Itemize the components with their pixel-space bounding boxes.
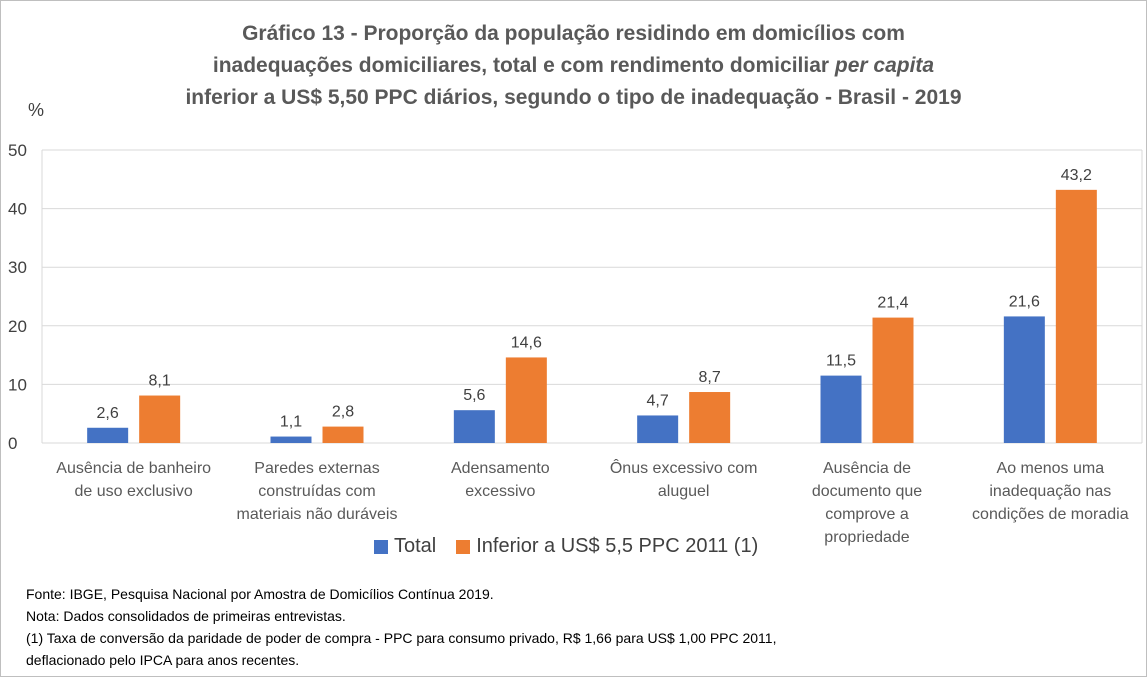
value-label: 21,4 [877,295,908,312]
bar-inferior [872,317,914,443]
bar-inferior [689,392,731,443]
y-tick-label: 0 [8,434,17,453]
footnote-2: deflacionado pelo IPCA para anos recente… [26,652,300,668]
legend-item-total: Total [374,535,436,558]
bar-inferior [139,395,181,443]
y-axis-ticks: 0 10 20 30 40 50 [8,141,27,453]
value-label: 14,6 [511,334,542,351]
category-label: Ao menos uma [997,460,1105,477]
value-label: 1,1 [280,414,302,431]
category-label: Ônus excessivo com [610,458,758,477]
value-label: 8,1 [149,373,171,390]
legend-item-inferior: Inferior a US$ 5,5 PPC 2011 (1) [456,535,758,558]
category-label: comprove a [825,506,909,523]
category-label: propriedade [824,529,910,546]
title-line-2-text: inadequações domiciliares, total e com r… [212,54,835,77]
bar-inferior [322,426,364,443]
bar-total [1003,316,1045,443]
y-axis-unit: % [28,100,45,120]
title-line-2: inadequações domiciliares, total e com r… [0,50,1147,82]
category-labels: Ausência de banheiro de uso exclusivo Pare… [56,458,1128,546]
data-note: Nota: Dados consolidados de primeiras en… [26,608,346,624]
y-tick-label: 20 [8,317,27,336]
category-label: Paredes externas [254,460,379,477]
bar-total [270,436,312,443]
title-line-1: Gráfico 13 - Proporção da população resi… [242,22,905,45]
bars [87,189,1097,443]
value-labels: 2,6 8,1 1,1 2,8 5,6 14,6 4,7 8,7 11,5 21,4 21,6 43,… [97,167,1092,431]
bar-total [820,375,862,443]
category-label: inadequação nas [989,483,1111,500]
notes: Fonte: IBGE, Pesquisa Nacional por Amost… [26,583,776,671]
legend-label-inferior: Inferior a US$ 5,5 PPC 2011 (1) [476,535,759,557]
category-label: condições de moradia [972,506,1129,523]
value-label: 5,6 [463,387,485,404]
y-tick-label: 40 [8,200,27,219]
value-label: 11,5 [826,353,856,370]
legend-swatch-total [374,539,388,554]
bar-total [637,415,679,443]
category-label: Adensamento [451,460,550,477]
chart-title: Gráfico 13 - Proporção da população resi… [0,18,1147,114]
legend-label-total: Total [394,535,437,557]
y-tick-label: 50 [8,141,27,160]
bar-total [453,410,495,443]
value-label: 4,7 [647,392,669,409]
legend: Total Inferior a US$ 5,5 PPC 2011 (1) [374,535,778,558]
category-label: excessivo [465,483,535,500]
category-label: documento que [812,483,922,500]
bar-total [87,427,129,443]
footnote-1: (1) Taxa de conversão da paridade de pod… [26,630,777,646]
bar-inferior [1055,189,1097,443]
y-tick-label: 10 [8,375,27,394]
bar-inferior [505,357,547,443]
category-label: de uso exclusivo [75,483,193,500]
source-note: Fonte: IBGE, Pesquisa Nacional por Amost… [26,586,494,602]
category-label: materiais não duráveis [237,506,398,523]
y-tick-label: 30 [8,258,27,277]
title-line-2-italic: per capita [834,54,935,77]
category-label: Ausência de banheiro [56,460,211,477]
value-label: 8,7 [699,369,721,386]
title-line-3: inferior a US$ 5,50 PPC diários, segundo… [185,86,962,109]
category-label: Ausência de [823,460,911,477]
value-label: 2,8 [332,404,354,421]
value-label: 2,6 [97,405,119,422]
value-label: 21,6 [1009,293,1040,310]
category-label: construídas com [258,483,375,500]
gridlines [41,149,1143,444]
legend-swatch-inferior [456,539,471,554]
category-label: aluguel [658,483,710,500]
value-label: 43,2 [1061,167,1092,184]
